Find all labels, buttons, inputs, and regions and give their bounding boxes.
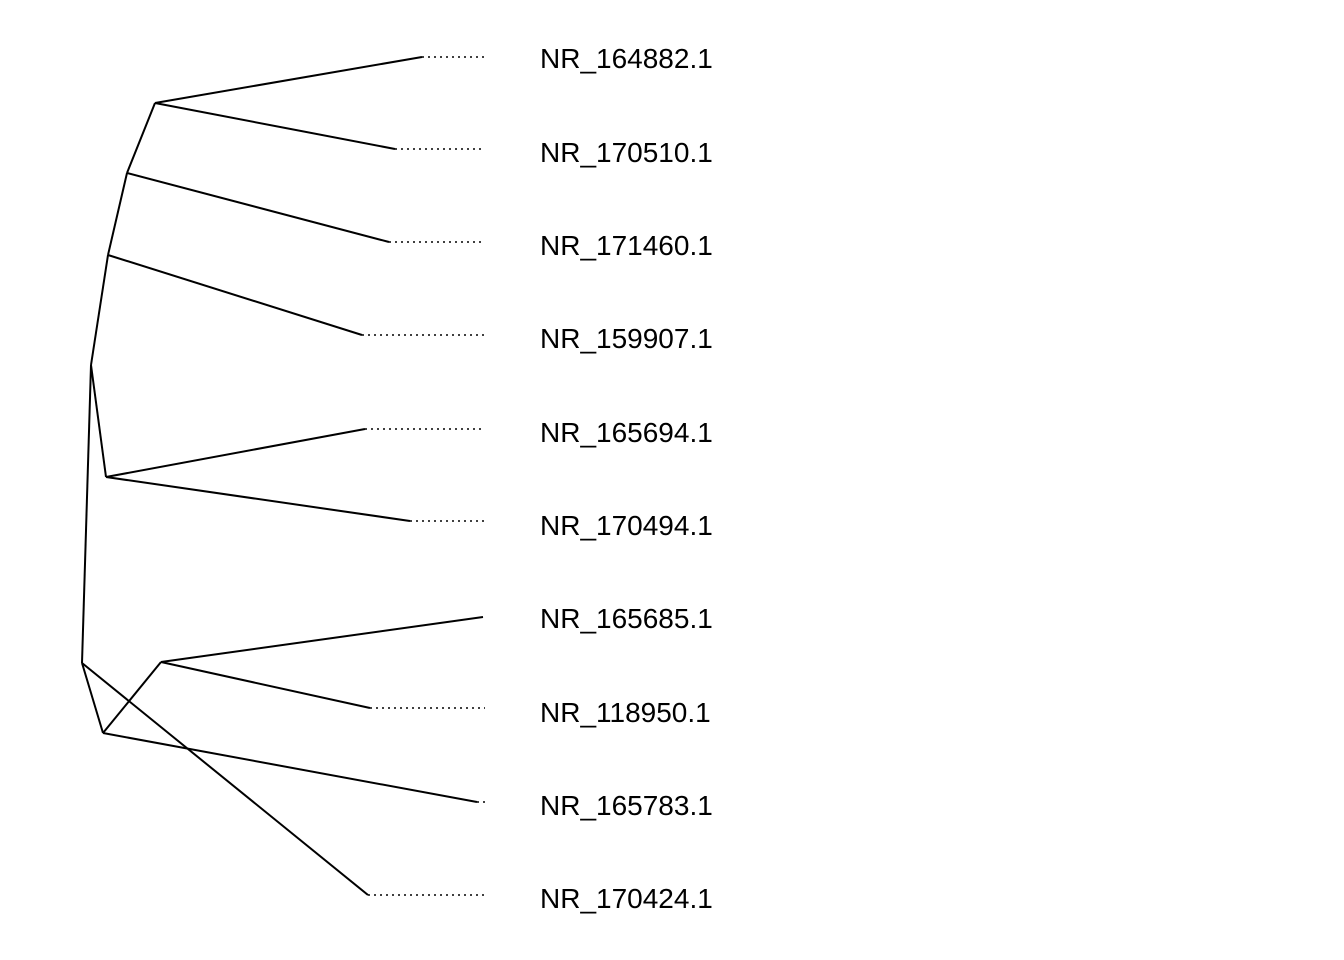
branch-to-tip-3	[126, 172, 390, 243]
branch-root-lower	[81, 662, 104, 734]
tip-label: NR_118950.1	[540, 697, 711, 728]
tip-label: NR_164882.1	[540, 43, 713, 74]
branch-node-b	[107, 172, 128, 256]
branch-node-c	[90, 254, 109, 366]
tip-label: NR_170494.1	[540, 510, 713, 541]
branch-to-tip-1	[154, 56, 423, 104]
tip-leaders	[362, 56, 485, 896]
branch-to-tip-2	[154, 102, 396, 150]
branch-to-tip-4	[107, 254, 363, 336]
branch-node-a	[126, 102, 156, 174]
branch-node-e	[102, 661, 162, 734]
branch-to-tip-8	[160, 661, 371, 709]
tip-label: NR_159907.1	[540, 323, 713, 354]
tip-labels: NR_164882.1 NR_170510.1 NR_171460.1 NR_1…	[540, 43, 713, 914]
tip-label: NR_165783.1	[540, 790, 713, 821]
tip-label: NR_171460.1	[540, 230, 713, 261]
branch-root-upper	[81, 364, 92, 664]
branch-to-tip-6	[105, 476, 411, 522]
tip-label: NR_170424.1	[540, 883, 713, 914]
branch-to-tip-9	[102, 732, 478, 803]
branch-to-tip-7	[160, 616, 484, 663]
tree-branches	[81, 56, 484, 896]
tip-label: NR_165685.1	[540, 603, 713, 634]
tip-label: NR_170510.1	[540, 137, 713, 168]
branch-to-tip-5	[105, 428, 366, 478]
tip-label: NR_165694.1	[540, 417, 713, 448]
branch-node-d	[90, 364, 107, 478]
